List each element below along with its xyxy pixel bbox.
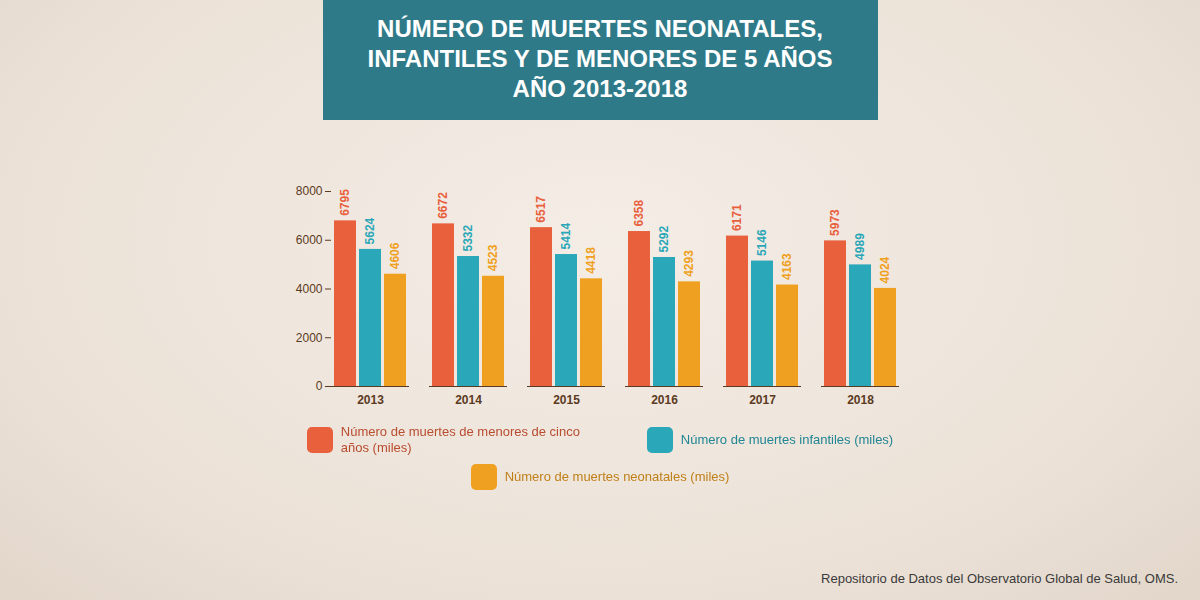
svg-text:4523: 4523 [486, 244, 500, 271]
svg-text:5973: 5973 [828, 209, 842, 236]
svg-text:4293: 4293 [682, 250, 696, 277]
html-text:Número de muertes infantiles (: Número de muertes infantiles (miles) [680, 432, 894, 447]
svg-text:4024: 4024 [878, 256, 892, 283]
html-text:Número de muertes neonatales (: Número de muertes neonatales (miles) [504, 469, 730, 484]
svg-text:5414: 5414 [559, 223, 573, 250]
svg-text:5332: 5332 [461, 225, 475, 252]
svg-text:2014: 2014 [455, 393, 482, 407]
svg-text:2000: 2000 [296, 331, 323, 345]
html-text:AÑO 2013-2018: AÑO 2013-2018 [512, 75, 688, 102]
html-text:Repositorio de Datos del Obser: Repositorio de Datos del Observatorio Gl… [821, 571, 1178, 586]
svg-text:6672: 6672 [436, 192, 450, 219]
svg-text:4163: 4163 [780, 253, 794, 280]
svg-text:4418: 4418 [584, 247, 598, 274]
svg-text:4000: 4000 [296, 282, 323, 296]
svg-text:2016: 2016 [651, 393, 678, 407]
html-text:NÚMERO DE MUERTES NEONATALES,: NÚMERO DE MUERTES NEONATALES, INFANTILES… [367, 15, 833, 72]
svg-text:5146: 5146 [755, 229, 769, 256]
svg-text:6358: 6358 [632, 200, 646, 227]
svg-text:6517: 6517 [534, 196, 548, 223]
svg-text:2015: 2015 [553, 393, 580, 407]
svg-text:2017: 2017 [749, 393, 776, 407]
svg-text:2018: 2018 [847, 393, 874, 407]
svg-text:4989: 4989 [853, 233, 867, 260]
svg-text:6171: 6171 [730, 204, 744, 231]
svg-text:0: 0 [316, 379, 323, 393]
svg-text:5624: 5624 [363, 217, 377, 244]
svg-text:4606: 4606 [388, 242, 402, 269]
svg-text:6000: 6000 [296, 233, 323, 247]
svg-text:5292: 5292 [657, 225, 671, 252]
html-text:Número de muertes de menores d: Número de muertes de menores de cinco añ… [340, 424, 580, 455]
svg-text:8000: 8000 [296, 184, 323, 198]
svg-text:2013: 2013 [357, 393, 384, 407]
svg-text:6795: 6795 [338, 189, 352, 216]
